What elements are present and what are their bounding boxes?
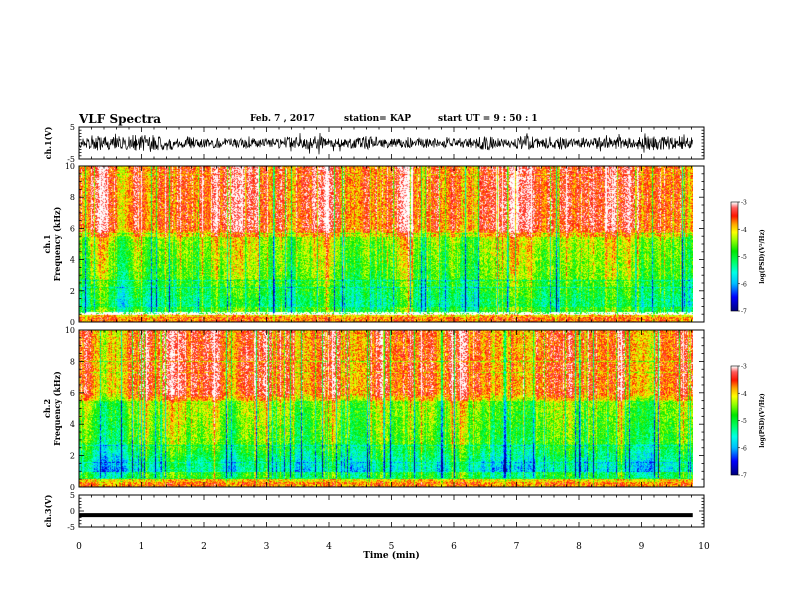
ch2-colorbar-tick-label: -3 bbox=[741, 364, 747, 371]
ch2-colorbar-tick-label: -7 bbox=[741, 473, 747, 480]
ch2-spectrogram-image bbox=[79, 330, 693, 487]
ch1-spec-y-tick-label: 0 bbox=[70, 318, 75, 327]
ch2-colorbar-tick-label: -5 bbox=[741, 418, 747, 425]
x-tick-label: 3 bbox=[264, 542, 270, 552]
ch1-spec-y-tick-label: 6 bbox=[70, 224, 75, 233]
ch2-spectrogram-ylabel-channel: ch.2 bbox=[42, 399, 52, 418]
ch2-colorbar-tick-label: -6 bbox=[741, 445, 747, 452]
ch2-spec-y-tick-label: 10 bbox=[65, 326, 75, 335]
ch3-wave-y-tick-label: -5 bbox=[67, 523, 75, 532]
ch1-colorbar-tick-label: -4 bbox=[741, 227, 747, 234]
ch2-spectrogram-ylabel-frequency: Frequency (kHz) bbox=[52, 371, 62, 446]
ch1-spec-y-tick-label: 10 bbox=[65, 162, 75, 171]
ch1-spec-y-tick-label: 8 bbox=[70, 193, 75, 202]
x-tick-label: 1 bbox=[139, 542, 145, 552]
ch2-spec-y-tick-label: 2 bbox=[70, 452, 75, 461]
ch1-spectrogram-ylabel-channel: ch.1 bbox=[42, 234, 52, 253]
x-tick-label: 2 bbox=[201, 542, 207, 552]
x-tick-label: 10 bbox=[698, 542, 710, 552]
x-tick-label: 0 bbox=[76, 542, 82, 552]
x-tick-label: 5 bbox=[389, 542, 395, 552]
ch1-colorbar-tick-label: -7 bbox=[741, 309, 747, 316]
ch1-spectrogram-image bbox=[79, 166, 693, 322]
ch1-waveform-ylabel: ch.1(V) bbox=[43, 126, 53, 159]
ch3-waveform-ylabel: ch.3(V) bbox=[43, 494, 53, 527]
ch2-spec-y-tick-label: 6 bbox=[70, 389, 75, 398]
x-axis-label: Time (min) bbox=[363, 550, 420, 561]
ch1-waveform-trace bbox=[78, 132, 693, 155]
ch2-spec-y-tick-label: 0 bbox=[70, 483, 75, 492]
ch2-colorbar-label: log(PSD)(V²/Hz) bbox=[759, 393, 766, 448]
ch1-wave-y-tick-label: -5 bbox=[67, 155, 75, 164]
x-tick-label: 9 bbox=[639, 542, 645, 552]
ch3-wave-y-tick-label: 5 bbox=[70, 491, 75, 500]
x-tick-label: 7 bbox=[514, 542, 520, 552]
ch2-spec-y-tick-label: 4 bbox=[70, 420, 75, 429]
chart-title: VLF Spectra bbox=[79, 112, 162, 126]
station-label: station= KAP bbox=[344, 114, 412, 124]
x-tick-label: 6 bbox=[451, 542, 457, 552]
ch1-wave-y-tick-label: 5 bbox=[70, 123, 75, 132]
ch1-colorbar-label: log(PSD)(V²/Hz) bbox=[759, 229, 766, 284]
ch1-spectrogram-ylabel-frequency: Frequency (kHz) bbox=[52, 206, 62, 281]
ch2-spec-y-tick-label: 8 bbox=[70, 357, 75, 366]
ch1-colorbar-tick-label: -6 bbox=[741, 281, 747, 288]
x-tick-label: 8 bbox=[576, 542, 582, 552]
start-time-label: start UT = 9 : 50 : 1 bbox=[438, 114, 538, 124]
ch1-colorbar-tick-label: -5 bbox=[741, 254, 747, 261]
ch1-colorbar-tick-label: -3 bbox=[741, 200, 747, 207]
ch2-colorbar bbox=[731, 366, 738, 475]
ch2-colorbar-tick-label: -4 bbox=[741, 391, 747, 398]
ch1-spec-y-tick-label: 2 bbox=[70, 287, 75, 296]
x-tick-label: 4 bbox=[326, 542, 332, 552]
ch3-wave-y-tick-label: 0 bbox=[70, 507, 75, 516]
ch1-colorbar bbox=[731, 202, 738, 311]
ch1-spec-y-tick-label: 4 bbox=[70, 256, 75, 265]
recording-date: Feb. 7 , 2017 bbox=[250, 114, 315, 124]
